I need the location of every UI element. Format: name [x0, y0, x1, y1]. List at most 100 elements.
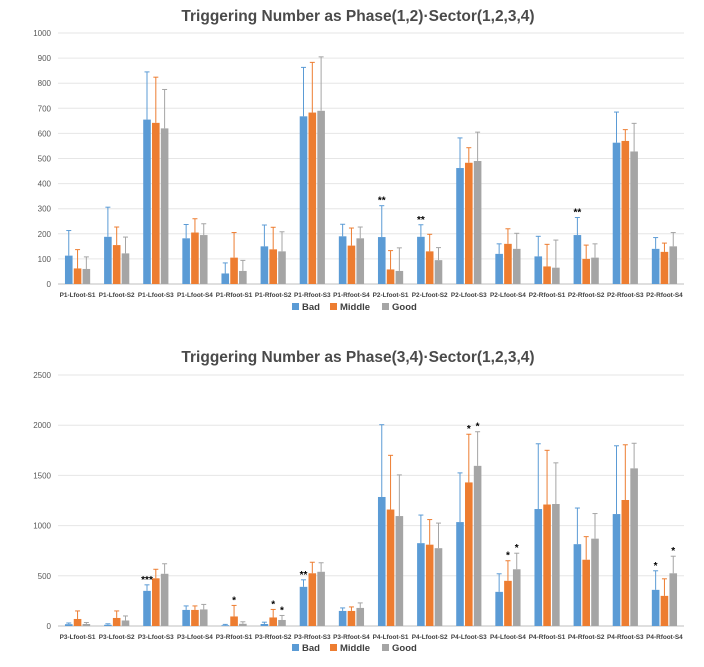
bar-good [160, 573, 169, 626]
bar-bad [534, 509, 543, 626]
bar-bad [456, 168, 464, 284]
bar-bad [299, 586, 308, 626]
bar-bad [651, 248, 660, 284]
bar-bad [495, 591, 503, 626]
x-tick-label: P1-Rfoot-S1 [216, 292, 253, 299]
y-tick-label: 800 [38, 79, 52, 88]
bar-good [239, 623, 247, 626]
bar-good [591, 538, 599, 626]
bar-good [552, 504, 560, 626]
bar-middle [425, 544, 434, 626]
bar-middle [347, 610, 356, 626]
y-tick-label: 2000 [33, 421, 51, 430]
bar-bad [64, 255, 73, 284]
gridlines [58, 374, 684, 627]
x-tick-label: P2-Rfoot-S3 [607, 292, 644, 299]
x-tick-label: P3-Rfoot-S4 [333, 634, 370, 641]
bar-good [512, 569, 521, 626]
significance-marker: * [232, 595, 236, 606]
bar-middle [504, 580, 512, 626]
bar-middle [308, 573, 317, 626]
legend-item-bad: Bad [292, 643, 320, 654]
bar-middle [191, 609, 199, 626]
bar-bad [377, 237, 386, 284]
bar-bad [260, 246, 269, 284]
bar-good [121, 620, 130, 626]
bar-good [160, 128, 169, 284]
y-axis: 0 100 200 300 400 500 600 700 800 900 1000 [33, 29, 51, 289]
bar-good [199, 609, 208, 626]
bar-bad [417, 236, 425, 284]
x-tick-label: P2-Rfoot-S4 [646, 292, 683, 299]
bar-good [82, 623, 91, 626]
significance-marker: * [280, 605, 284, 616]
bar-middle [621, 499, 630, 626]
bar-middle [269, 617, 277, 626]
legend-label: Middle [340, 302, 370, 313]
bar-middle [504, 243, 512, 284]
bar-good [356, 238, 365, 284]
y-tick-label: 300 [38, 205, 52, 214]
y-tick-label: 100 [38, 255, 52, 264]
error-bars [66, 56, 676, 274]
bar-middle [543, 266, 551, 284]
significance-markers: **** ***** ***** [141, 422, 675, 617]
bar-bad [260, 623, 269, 626]
bar-middle [660, 595, 669, 626]
bar-good [82, 268, 91, 284]
significance-marker: * [654, 561, 658, 572]
bar-middle [347, 245, 356, 284]
x-tick-label: P2-Lfoot-S3 [451, 292, 487, 299]
x-tick-label: P1-Rfoot-S2 [255, 292, 292, 299]
x-tick-label: P1-Rfoot-S4 [333, 292, 370, 299]
legend-item-middle: Middle [330, 302, 370, 313]
x-tick-label: P3-Lfoot-S4 [177, 634, 213, 641]
bar-bad [534, 256, 543, 284]
significance-markers: ** ** ** [378, 196, 582, 226]
bar-bad [417, 543, 425, 626]
bar-good [552, 267, 560, 284]
x-tick-label: P4-Lfoot-S4 [490, 634, 526, 641]
bar-bad [64, 624, 73, 626]
x-tick-label: P1-Rfoot-S3 [294, 292, 331, 299]
bar-middle [386, 269, 395, 284]
bar-middle [112, 617, 121, 626]
bar-bad [651, 589, 660, 626]
y-tick-label: 400 [38, 180, 52, 189]
y-tick-label: 700 [38, 104, 52, 113]
x-tick-label: P3-Lfoot-S3 [138, 634, 174, 641]
legend-label: Bad [302, 302, 320, 313]
significance-marker: ** [378, 196, 386, 207]
significance-marker: * [476, 422, 480, 433]
chart-phase-3-4: Triggering Number as Phase(3,4)·Sector(1… [33, 349, 684, 654]
bar-middle [465, 482, 473, 626]
legend-item-good: Good [382, 302, 417, 313]
bar-middle [269, 249, 277, 284]
bar-good [630, 468, 638, 626]
x-tick-label: P4-Rfoot-S2 [568, 634, 605, 641]
bar-bad [338, 236, 347, 284]
y-axis: 0 500 1000 1500 2000 2500 [33, 371, 51, 631]
x-tick-label: P1-Lfoot-S3 [138, 292, 174, 299]
x-tick-label: P4-Lfoot-S3 [451, 634, 487, 641]
x-tick-label: P4-Lfoot-S1 [373, 634, 409, 641]
bar-middle [73, 618, 82, 626]
x-tick-label: P2-Rfoot-S2 [568, 292, 605, 299]
bar-bad [612, 142, 621, 284]
bar-middle [230, 616, 238, 626]
x-tick-label: P3-Lfoot-S1 [60, 634, 96, 641]
bar-bad [573, 235, 582, 284]
y-tick-label: 0 [47, 280, 52, 289]
bar-middle [152, 578, 160, 626]
legend-label: Good [392, 302, 417, 313]
bar-good [669, 573, 678, 626]
x-tick-label: P4-Rfoot-S3 [607, 634, 644, 641]
legend: Bad Middle Good [292, 643, 417, 654]
legend-item-good: Good [382, 643, 417, 654]
significance-marker: * [515, 543, 519, 554]
bar-middle [191, 232, 199, 284]
x-tick-label: P1-Lfoot-S4 [177, 292, 213, 299]
bar-middle [386, 509, 395, 626]
bar-bad [104, 624, 112, 626]
bar-middle [308, 112, 317, 284]
